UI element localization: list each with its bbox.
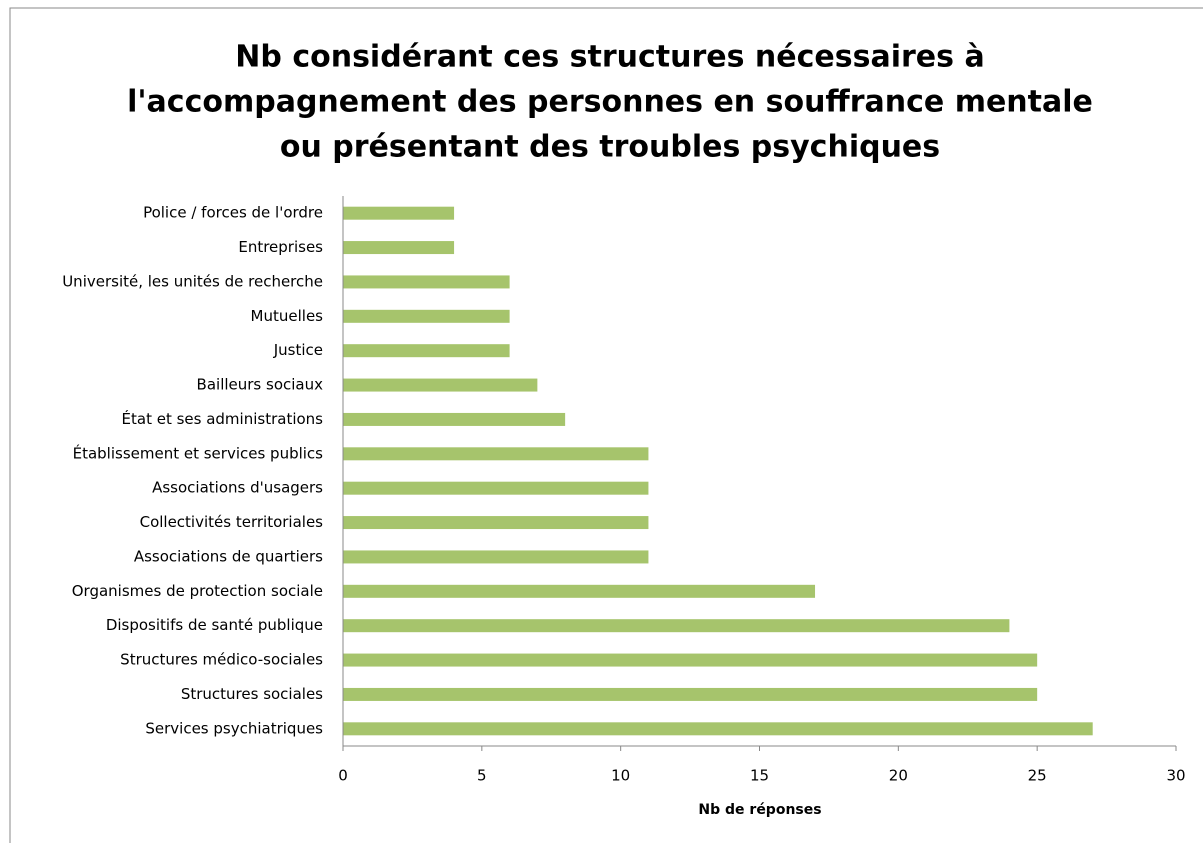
y-tick-label: Structures médico-sociales bbox=[120, 651, 323, 669]
y-tick-label: Collectivités territoriales bbox=[140, 513, 324, 531]
y-tick-label: Associations d'usagers bbox=[152, 479, 323, 497]
bar bbox=[343, 344, 510, 358]
chart-border bbox=[9, 7, 1203, 843]
x-tick-label: 5 bbox=[477, 767, 487, 785]
bar bbox=[343, 309, 510, 323]
chart-title: ou présentant des troubles psychiques bbox=[280, 130, 940, 165]
y-tick-label: Université, les unités de recherche bbox=[62, 272, 323, 290]
y-tick-label: Bailleurs sociaux bbox=[197, 376, 324, 394]
y-tick-label: Mutuelles bbox=[251, 307, 324, 325]
chart-title: l'accompagnement des personnes en souffr… bbox=[127, 85, 1093, 120]
bar bbox=[343, 378, 538, 392]
y-tick-label: Organismes de protection sociale bbox=[72, 582, 323, 600]
x-tick-label: 0 bbox=[338, 767, 348, 785]
y-tick-label: Services psychiatriques bbox=[145, 719, 323, 737]
y-tick-label: État et ses administrations bbox=[122, 409, 324, 428]
bar bbox=[343, 619, 1010, 633]
bar bbox=[343, 481, 649, 495]
x-tick-label: 25 bbox=[1028, 767, 1047, 785]
x-tick-label: 15 bbox=[750, 767, 769, 785]
bar bbox=[343, 516, 649, 530]
x-tick-label: 20 bbox=[889, 767, 908, 785]
y-tick-label: Structures sociales bbox=[181, 685, 323, 703]
bar bbox=[343, 687, 1038, 701]
x-tick-label: 30 bbox=[1166, 767, 1185, 785]
bar bbox=[343, 722, 1093, 736]
bar bbox=[343, 550, 649, 564]
bar bbox=[343, 584, 816, 598]
bar bbox=[343, 275, 510, 289]
y-tick-label: Établissement et services publics bbox=[73, 443, 324, 462]
y-tick-label: Police / forces de l'ordre bbox=[143, 204, 323, 222]
x-axis-title: Nb de réponses bbox=[698, 802, 821, 818]
y-tick-label: Dispositifs de santé publique bbox=[106, 616, 323, 634]
bar bbox=[343, 447, 649, 461]
bar bbox=[343, 241, 455, 255]
y-tick-label: Entreprises bbox=[238, 238, 323, 256]
bar bbox=[343, 206, 455, 220]
y-tick-label: Associations de quartiers bbox=[134, 547, 323, 565]
bar bbox=[343, 653, 1038, 667]
chart-title: Nb considérant ces structures nécessaire… bbox=[235, 40, 984, 75]
bar bbox=[343, 412, 566, 426]
y-tick-label: Justice bbox=[273, 341, 323, 359]
x-tick-label: 10 bbox=[611, 767, 630, 785]
